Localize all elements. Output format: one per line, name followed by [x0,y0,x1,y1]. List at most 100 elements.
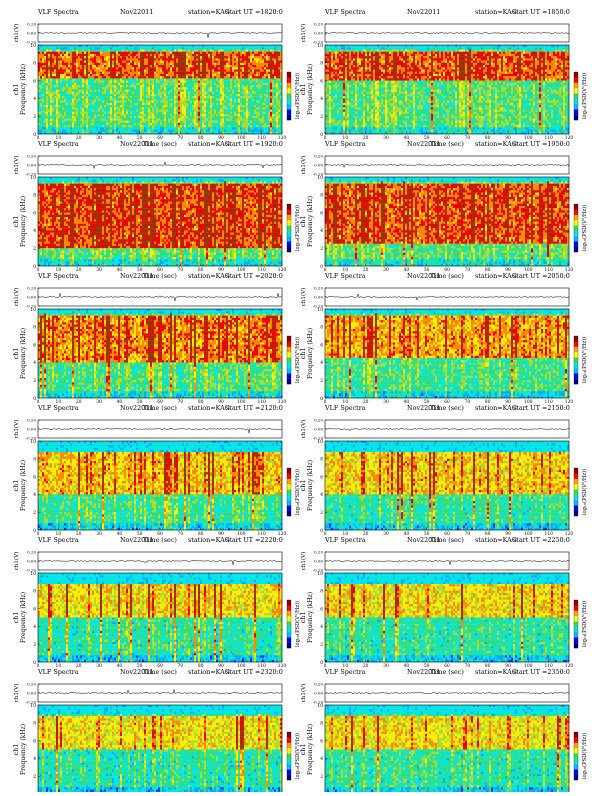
spectrogram-cell [126,45,128,47]
spectrogram-cell [138,54,140,56]
spectrogram-cell [44,45,46,47]
spectrogram-cell [256,47,258,49]
waveform-tick-label: 0.00 [27,31,36,36]
spectrogram-cell [182,47,184,49]
spectrogram-cell [62,54,64,56]
spectrogram-cell [90,54,92,56]
spectrogram-cell [264,49,266,51]
spectrogram-cell [198,54,200,56]
spectrogram-cell [262,52,264,54]
spectrogram-cell [92,52,94,54]
spectrogram-cell [200,49,202,51]
spectrogram-cell [210,45,212,47]
spectrogram-cell [102,49,104,51]
spectrogram-cell [60,49,62,51]
spectrogram-cell [48,45,50,47]
spectrogram-cell [214,52,216,54]
spectrogram-cell [48,47,50,49]
spectrogram-cell [174,45,176,47]
spectrogram-cell [164,54,166,56]
spectrogram-cell [40,47,42,49]
spectrogram-cell [38,49,40,51]
spectrogram-cell [116,52,118,54]
spectrogram-cell [178,52,180,54]
spectrogram-cell [48,49,50,51]
spectrogram-cell [260,49,262,51]
spectrogram-cell [156,49,158,51]
spectrogram-cell [44,49,46,51]
spectrogram-cell [128,49,130,51]
spectrogram-cell [276,49,278,51]
spectrogram-cell [84,52,86,54]
spectrogram-cell [122,52,124,54]
spectrogram-cell [168,52,170,54]
spectrogram-cell [220,49,222,51]
spectrogram-cell [100,54,102,56]
spectrogram-cell [108,54,110,56]
spectrogram-cell [276,47,278,49]
spectrogram-cell [158,45,160,47]
spectrogram-cell [152,54,154,56]
spectrogram-cell [80,52,82,54]
spectrogram-cell [226,49,228,51]
spectrogram-cell [54,49,56,51]
spectrogram-cell [84,45,86,47]
spectrogram-cell [62,45,64,47]
spectrogram-cell [206,54,208,56]
spectrogram-cell [126,49,128,51]
spectrogram-cell [266,52,268,54]
spectrogram-cell [152,52,154,54]
spectrogram-cell [166,45,168,47]
spectrogram-cell [228,52,230,54]
spectrogram-cell [158,49,160,51]
spectrogram-cell [242,45,244,47]
spectrogram-cell [112,45,114,47]
spectrogram-cell [164,47,166,49]
spectrogram-cell [252,47,254,49]
spectrogram-cell [216,49,218,51]
spectrogram-cell [114,45,116,47]
spectrogram-cell [218,45,220,47]
spectrogram-cell [52,47,54,49]
spectrogram-cell [114,49,116,51]
spectrogram-cell [64,47,66,49]
spectrogram-cell [168,47,170,49]
spectrogram-cell [138,49,140,51]
spectrogram-cell [228,54,230,56]
spectrogram-cell [68,54,70,56]
spectrogram-cell [190,52,192,54]
spectrogram-cell [142,47,144,49]
spectrogram-cell [146,54,148,56]
spectrogram-cell [278,49,280,51]
spectrogram-cell [122,49,124,51]
spectrogram-cell [118,47,120,49]
spectrogram-cell [124,49,126,51]
spectrogram-cell [104,47,106,49]
spectrogram-cell [256,49,258,51]
spectrogram-cell [210,49,212,51]
spectrogram-cell [150,49,152,51]
spectrogram-cell [188,45,190,47]
spectrogram-cell [134,54,136,56]
spectrogram-cell [164,45,166,47]
spectrogram-cell [108,45,110,47]
waveform-ylabel: ch1(V) [13,24,20,43]
spectrogram-cell [46,45,48,47]
spectrogram-cell [64,49,66,51]
spectrogram-cell [272,52,274,54]
spectrogram-cell [152,49,154,51]
spectrogram-cell [150,47,152,49]
spectrogram-cell [236,45,238,47]
spectrogram-cell [66,49,68,51]
spectrogram-cell [212,45,214,47]
spectrogram-cell [102,54,104,56]
spectrogram-cell [170,45,172,47]
spectrogram-cell [148,49,150,51]
spectrogram-cell [104,54,106,56]
spectrogram-cell [230,54,232,56]
spectrogram-cell [116,45,118,47]
spectrogram-cell [140,49,142,51]
spectrogram-cell [74,49,76,51]
spectrogram-cell [224,47,226,49]
spectrogram-cell [54,45,56,47]
